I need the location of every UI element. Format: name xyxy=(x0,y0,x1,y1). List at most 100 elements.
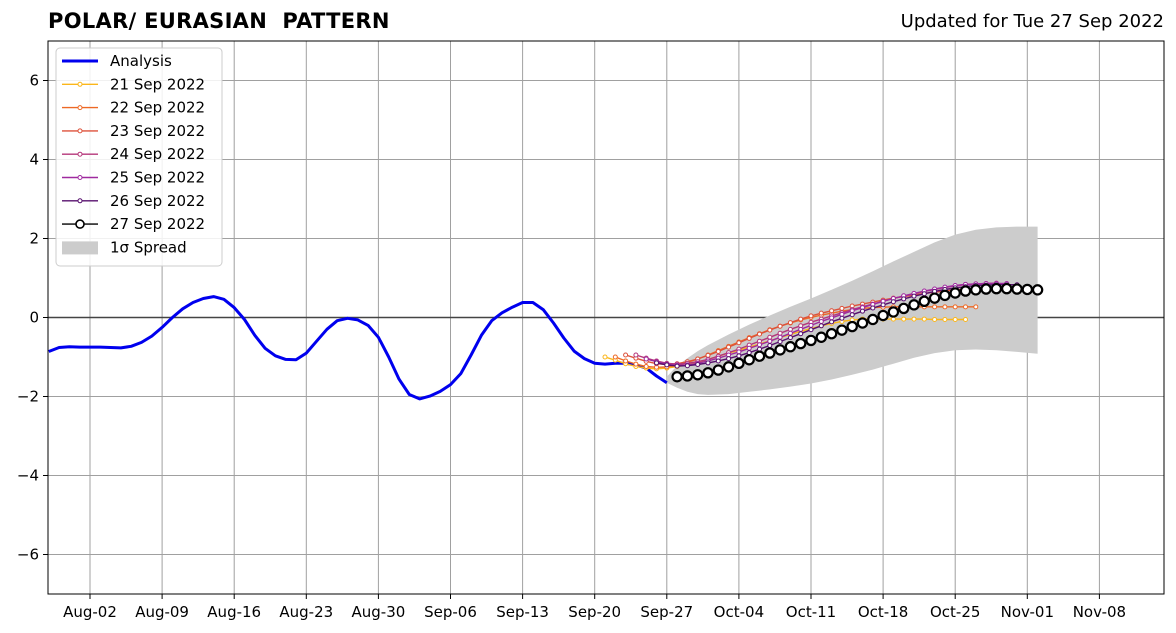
forecast-point xyxy=(695,362,701,368)
forecast-point xyxy=(684,363,690,369)
current-forecast-point xyxy=(733,357,745,370)
forecast-point xyxy=(715,348,721,354)
legend-entry: 24 Sep 2022 xyxy=(62,145,205,163)
forecast-point xyxy=(942,316,948,322)
legend-label: 21 Sep 2022 xyxy=(110,75,205,93)
forecast-point xyxy=(654,360,659,366)
legend-marker xyxy=(77,151,83,157)
current-forecast-point xyxy=(722,361,735,373)
current-forecast-point xyxy=(1021,283,1034,296)
legend-label: Analysis xyxy=(110,52,172,70)
x-tick-label: Sep-06 xyxy=(424,603,477,621)
forecast-point xyxy=(829,308,835,314)
forecast-point xyxy=(746,335,752,341)
forecast-point xyxy=(767,327,773,333)
current-forecast-point xyxy=(681,370,694,382)
current-forecast-point xyxy=(774,344,786,356)
legend-swatch xyxy=(62,241,98,255)
forecast-point xyxy=(633,361,639,367)
legend-entry: 25 Sep 2022 xyxy=(62,169,205,187)
forecast-point xyxy=(798,326,804,332)
updated-date: Updated for Tue 27 Sep 2022 xyxy=(900,11,1164,32)
legend-entry: 22 Sep 2022 xyxy=(62,99,205,117)
forecast-point xyxy=(623,352,629,358)
legend-label: 23 Sep 2022 xyxy=(110,122,205,140)
forecast-point xyxy=(818,318,824,324)
current-forecast-point xyxy=(1001,282,1013,295)
forecast-point xyxy=(757,331,762,337)
forecast-point xyxy=(767,334,773,340)
forecast-point xyxy=(963,316,968,322)
forecast-point xyxy=(787,330,793,336)
forecast-point xyxy=(798,316,804,322)
forecast-point xyxy=(705,360,711,366)
series-7 xyxy=(671,282,1044,383)
forecast-point xyxy=(715,358,721,364)
forecast-point xyxy=(911,316,917,322)
forecast-point xyxy=(705,352,711,358)
forecast-point xyxy=(963,304,968,310)
forecast-point xyxy=(767,338,773,344)
current-forecast-point xyxy=(990,282,1003,295)
forecast-point xyxy=(808,322,814,328)
forecast-point xyxy=(777,323,783,329)
forecast-point xyxy=(901,296,907,302)
forecast-point xyxy=(839,311,845,317)
forecast-point xyxy=(932,304,938,310)
forecast-point xyxy=(643,356,649,362)
forecast-point xyxy=(942,304,948,310)
x-tick-label: Sep-13 xyxy=(496,603,549,621)
y-tick-label: 2 xyxy=(29,230,39,248)
legend-entry: 27 Sep 2022 xyxy=(62,215,205,233)
current-forecast-point xyxy=(846,320,858,333)
forecast-point xyxy=(736,353,742,359)
x-tick-label: Oct-11 xyxy=(786,603,836,621)
forecast-point xyxy=(973,304,979,310)
current-forecast-point xyxy=(825,327,838,340)
current-forecast-point xyxy=(764,347,776,359)
forecast-point xyxy=(664,362,670,368)
forecast-point xyxy=(952,316,958,322)
analysis-line xyxy=(48,295,668,401)
forecast-point xyxy=(829,319,835,325)
legend-entry: 1σ Spread xyxy=(62,238,187,256)
forecast-point xyxy=(839,315,845,321)
legend-marker xyxy=(77,175,83,180)
current-forecast-point xyxy=(980,283,992,295)
legend-label: 26 Sep 2022 xyxy=(110,192,205,210)
x-tick-label: Sep-20 xyxy=(568,603,621,621)
x-tick-label: Aug-16 xyxy=(207,603,261,621)
forecast-point xyxy=(767,343,773,349)
forecast-point xyxy=(808,313,814,319)
legend-label: 1σ Spread xyxy=(110,238,187,256)
forecast-point xyxy=(808,327,814,333)
current-forecast-point xyxy=(671,371,683,383)
forecast-point xyxy=(860,308,865,314)
legend-label: 22 Sep 2022 xyxy=(110,99,205,117)
plot-frame xyxy=(47,40,1165,595)
legend-label: 27 Sep 2022 xyxy=(110,215,205,233)
forecast-point xyxy=(726,344,732,350)
current-forecast-point xyxy=(1031,284,1044,296)
legend-marker xyxy=(75,219,85,229)
axes-layer: Aug-02 Aug-09 Aug-16 Aug-23 Aug-30 Sep-06 Sep-… xyxy=(17,40,1165,621)
x-tick-label: Aug-30 xyxy=(352,603,406,621)
x-tick-label: Sep-27 xyxy=(640,603,693,621)
legend-marker xyxy=(77,128,83,134)
chart-title: POLAR/ EURASIAN PATTERN xyxy=(48,9,390,33)
forecast-point xyxy=(818,323,824,329)
forecast-point xyxy=(777,334,783,340)
x-tick-label: Aug-09 xyxy=(135,603,189,621)
legend-entry: Analysis xyxy=(62,52,172,70)
current-forecast-point xyxy=(836,324,848,336)
x-tick-label: Oct-18 xyxy=(858,603,908,621)
forecast-point xyxy=(787,326,793,332)
forecast-point xyxy=(890,316,896,322)
current-forecast-point xyxy=(867,313,879,326)
y-tick-label: 0 xyxy=(29,309,39,327)
legend-label: 24 Sep 2022 xyxy=(110,145,205,163)
forecast-point xyxy=(849,312,855,318)
y-tick-label: −4 xyxy=(17,467,39,485)
legend: Analysis 21 Sep 2022 22 Sep 2022 23 Sep 202… xyxy=(55,47,223,267)
